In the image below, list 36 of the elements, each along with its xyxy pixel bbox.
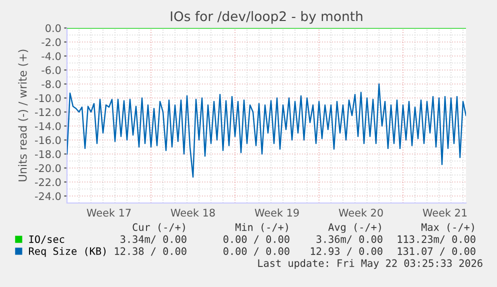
legend-label: Req Size (KB): [29, 247, 106, 257]
y-tick-label: -8.0: [42, 80, 61, 88]
text: 3.34m/ 0.00: [120, 235, 186, 244]
y-tick-label: -24.0: [35, 192, 61, 200]
x-tick-label: Week 21: [422, 208, 467, 217]
y-tick-label: -2.0: [42, 38, 61, 46]
text: 113.23m/ 0.00: [398, 235, 476, 244]
legend-label: IO/sec: [29, 235, 64, 244]
text: 131.07 / 0.00: [398, 247, 476, 256]
chart-title: IOs for /dev/loop2 - by month: [170, 11, 362, 24]
y-axis-title: Units read (-) / write (+): [18, 50, 28, 182]
y-tick-label: 0.0: [46, 24, 61, 32]
y-tick-label: -18.0: [35, 150, 61, 158]
x-tick-label: Week 19: [254, 208, 299, 217]
text: Cur (-/+): [132, 223, 185, 232]
text: Last update: Fri May 22 03:25:33 2026: [258, 259, 482, 269]
y-tick-label: -12.0: [35, 108, 61, 116]
x-tick-label: Week 17: [86, 208, 131, 217]
y-tick-label: -6.0: [42, 66, 61, 74]
y-tick-label: -14.0: [35, 122, 61, 130]
y-tick-label: -10.0: [35, 94, 61, 102]
text: 3.36m/ 0.00: [316, 235, 382, 244]
y-tick-label: -22.0: [35, 178, 61, 186]
y-tick-label: -20.0: [35, 164, 61, 172]
text: 12.93 / 0.00: [310, 247, 382, 256]
text: 0.00 / 0.00: [224, 247, 290, 256]
y-tick-label: -4.0: [42, 52, 61, 60]
text: 0.00 / 0.00: [224, 235, 290, 244]
text: Min (-/+): [235, 223, 288, 232]
line-series: [67, 83, 466, 178]
y-tick-label: -16.0: [35, 136, 61, 144]
text: Max (-/+): [421, 223, 474, 232]
x-tick-label: Week 18: [170, 208, 215, 217]
text: 12.38 / 0.00: [114, 247, 186, 256]
x-tick-label: Week 20: [338, 208, 383, 217]
text: Avg (-/+): [328, 223, 381, 233]
